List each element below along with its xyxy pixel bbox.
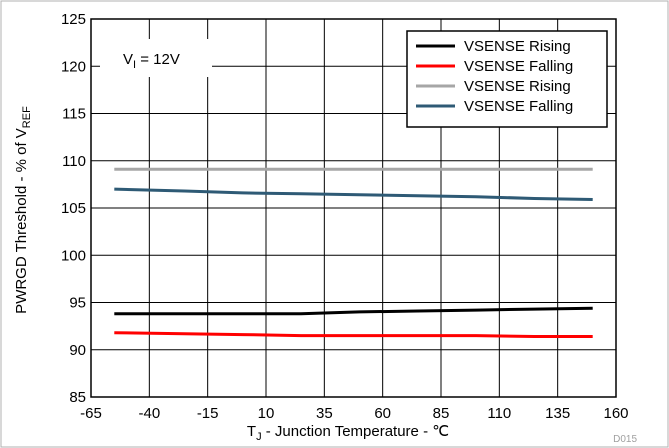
- y-tick-label: 115: [62, 106, 86, 123]
- x-tick-label: 35: [316, 405, 333, 422]
- x-tick-label: 60: [374, 405, 391, 422]
- y-axis-title: PWRGD Threshold - % of VREF: [13, 106, 33, 314]
- legend-label-1: VSENSE Rising: [464, 38, 571, 55]
- x-axis-title-rest: - Junction Temperature - ℃: [262, 423, 449, 440]
- x-tick-label: -15: [197, 405, 219, 422]
- x-tick-labels: -65 -40 -15 10 35 60 85 110 135 160: [80, 405, 628, 422]
- annotation-main: V: [123, 51, 133, 68]
- y-tick-label: 125: [61, 11, 86, 28]
- annotation-box: [100, 39, 212, 77]
- y-tick-label: 85: [69, 389, 86, 406]
- series-line-1: [114, 306, 593, 316]
- series-line-4: [114, 187, 593, 201]
- figure-id: D015: [613, 434, 637, 445]
- y-tick-label: 95: [69, 295, 86, 312]
- x-tick-label: 135: [545, 405, 570, 422]
- annotation-rest: = 12V: [136, 51, 180, 68]
- y-axis-title-sub: REF: [21, 106, 33, 128]
- y-tick-label: 105: [61, 200, 86, 217]
- x-tick-label: 160: [603, 405, 628, 422]
- y-tick-label: 110: [62, 153, 86, 170]
- series-line-2: [114, 331, 593, 338]
- x-tick-label: 10: [258, 405, 275, 422]
- series-lines: [114, 167, 593, 338]
- plot-area: [90, 18, 617, 398]
- x-axis-title-main: T: [247, 423, 256, 440]
- y-axis-title-main: PWRGD Threshold - % of V: [13, 128, 30, 314]
- legend-label-4: VSENSE Falling: [464, 98, 573, 115]
- legend-label-2: VSENSE Falling: [464, 58, 573, 75]
- x-tick-label: 85: [433, 405, 450, 422]
- x-tick-label: -65: [80, 405, 102, 422]
- y-tick-label: 100: [61, 247, 86, 264]
- legend-label-3: VSENSE Rising: [464, 78, 571, 95]
- x-axis-title: TJ - Junction Temperature - ℃: [247, 423, 449, 443]
- legend: VSENSE Rising VSENSE Falling VSENSE Rising…: [406, 30, 608, 128]
- x-tick-label: 110: [487, 405, 511, 422]
- annotation-sub: I: [133, 59, 136, 71]
- x-axis-title-sub: J: [256, 431, 262, 443]
- y-tick-labels: 85 90 95 100 105 110 115 120 125: [61, 11, 86, 406]
- y-tick-label: 120: [61, 58, 86, 75]
- x-tick-label: -40: [138, 405, 160, 422]
- annotation-text: VI = 12V: [123, 51, 180, 71]
- y-tick-label: 90: [69, 342, 86, 359]
